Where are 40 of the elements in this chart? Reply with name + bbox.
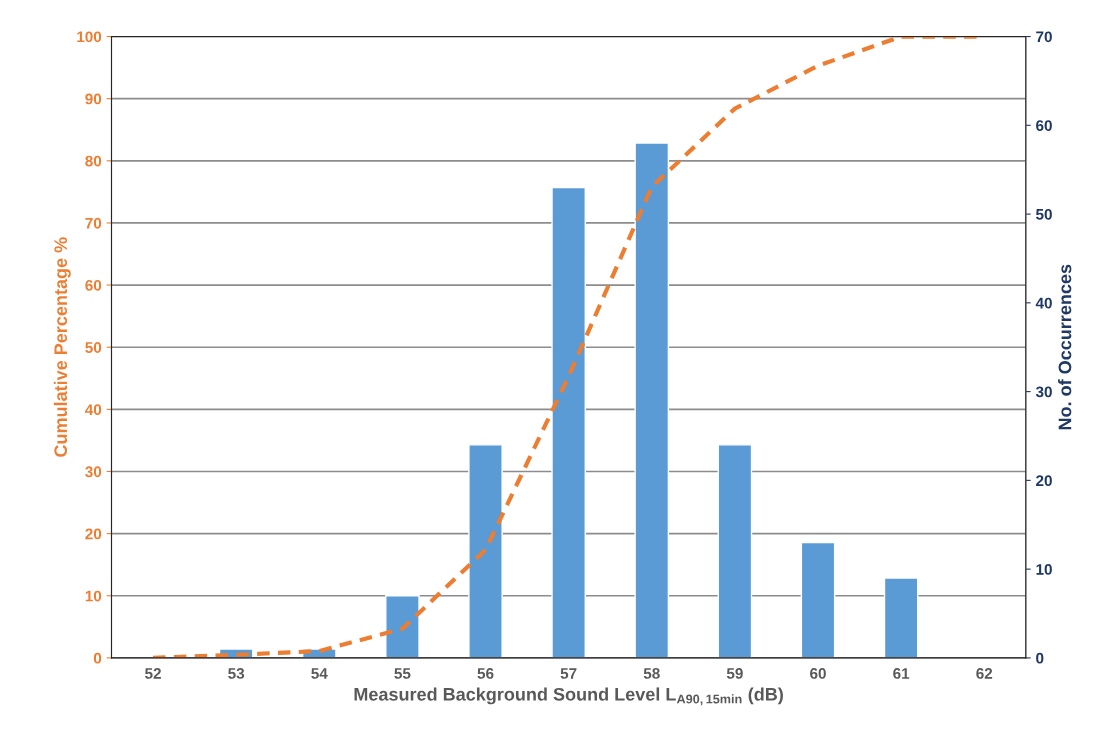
x-tick-label: 52 (145, 668, 161, 679)
y2-tick-label: 40 (1035, 297, 1052, 309)
bar (883, 577, 919, 658)
x-tick-label: 60 (810, 668, 826, 679)
y-axis-title: Cumulative Percentage % (53, 237, 71, 457)
x-tick-label: 59 (726, 668, 743, 679)
y2-tick-label: 30 (1035, 386, 1052, 398)
y2-tick-label: 10 (1036, 564, 1052, 575)
y2-tick-label: 60 (1036, 120, 1052, 131)
y-tick-label: 40 (85, 404, 102, 416)
x-tick-label: 54 (311, 668, 328, 679)
y2-axis-title: No. of Occurrences (1058, 264, 1072, 430)
y-tick-label: 30 (85, 466, 102, 478)
bar (385, 595, 420, 658)
bar (551, 186, 586, 658)
x-tick-label: 56 (477, 668, 494, 679)
bar (800, 541, 836, 658)
y2-tick-label: 50 (1035, 208, 1052, 220)
y-tick-label: 0 (93, 652, 102, 664)
y-tick-label: 70 (85, 217, 102, 229)
y-tick-label: 90 (85, 93, 102, 105)
x-tick-label: 62 (976, 668, 993, 679)
y2-tick-label: 20 (1036, 475, 1052, 487)
x-tick-label: 58 (643, 668, 660, 679)
x-tick-label: 53 (228, 668, 245, 679)
bar (634, 142, 670, 658)
x-tick-label: 55 (394, 668, 411, 679)
y-tick-label: 100 (77, 31, 102, 43)
y-tick-label: 60 (85, 279, 102, 291)
y-tick-label: 10 (85, 590, 102, 602)
bar (468, 444, 503, 658)
y-tick-label: 20 (85, 528, 102, 540)
y-tick-label: 80 (85, 155, 102, 167)
x-axis-title: Measured Background Sound Level L$_{A90,15min}$ (dB) (354, 687, 783, 706)
y-tick-label: 50 (85, 342, 102, 353)
bar (717, 444, 753, 658)
x-tick-label: 61 (893, 668, 910, 679)
y2-tick-label: 70 (1036, 31, 1052, 43)
y2-tick-label: 0 (1036, 652, 1044, 664)
x-tick-label: 57 (560, 668, 577, 679)
